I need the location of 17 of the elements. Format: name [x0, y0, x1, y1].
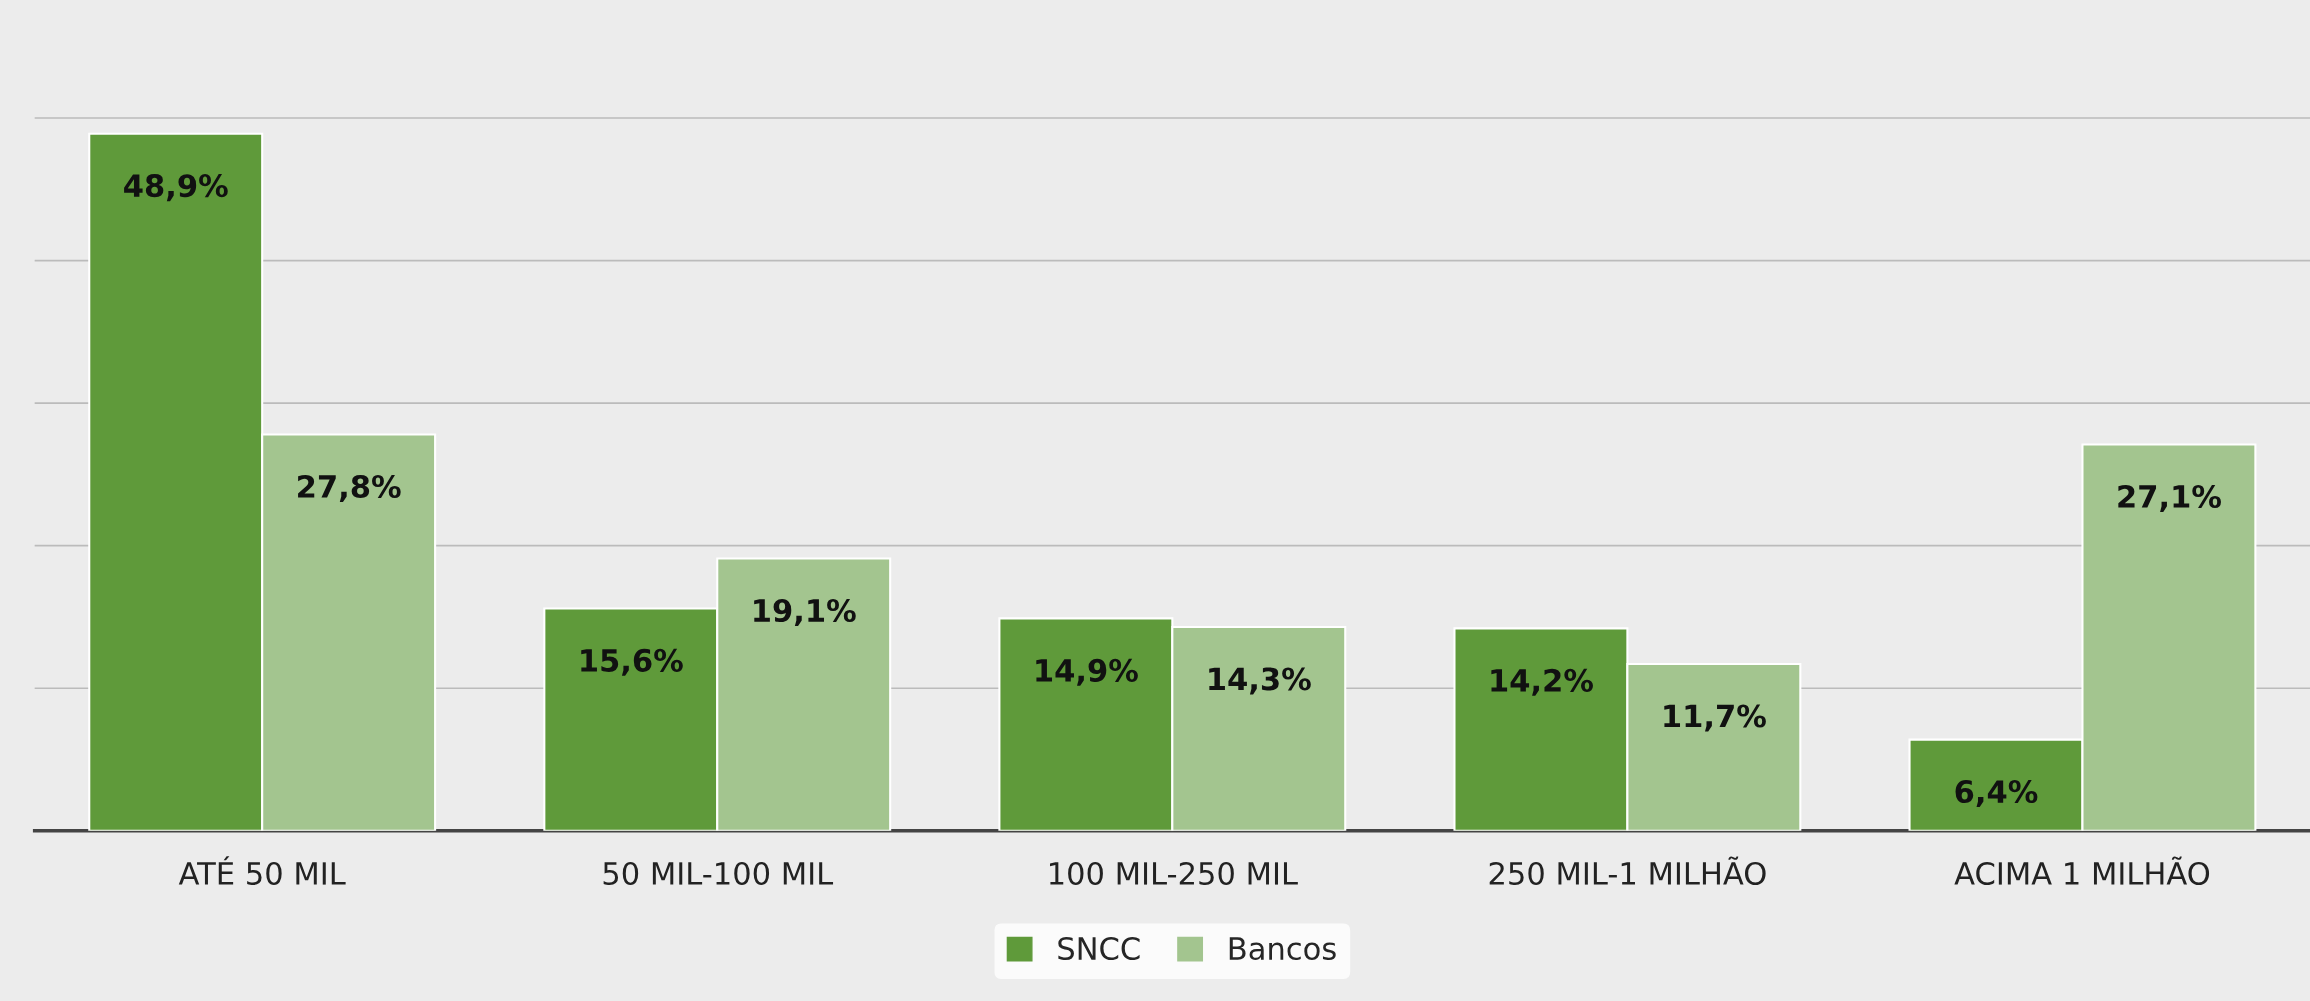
data-label: 14,9% — [1036, 658, 1138, 686]
x-tick-label: 250 MIL-1 MILHÃO — [1489, 856, 1766, 886]
data-label: 15,6% — [581, 648, 683, 676]
x-tick-label: ACIMA 1 MILHÃO — [1954, 856, 2210, 886]
data-label: 14,2% — [1491, 668, 1593, 696]
legend-label: SNCC — [1058, 936, 1140, 961]
data-label: 11,7% — [1664, 704, 1766, 732]
x-tick-label: 100 MIL-250 MIL — [1050, 861, 1298, 886]
data-label: 27,1% — [2118, 484, 2221, 512]
data-label: 19,1% — [754, 598, 856, 626]
legend-label: Bancos — [1229, 937, 1336, 961]
data-label: 14,3% — [1209, 667, 1311, 695]
data-label: 48,9% — [124, 174, 228, 202]
data-label: 27,8% — [298, 474, 401, 502]
data-label: 6,4% — [1955, 780, 2038, 808]
x-tick-label: 50 MIL-100 MIL — [603, 861, 834, 886]
x-tick-label: ATÉ 50 MIL — [178, 856, 346, 886]
